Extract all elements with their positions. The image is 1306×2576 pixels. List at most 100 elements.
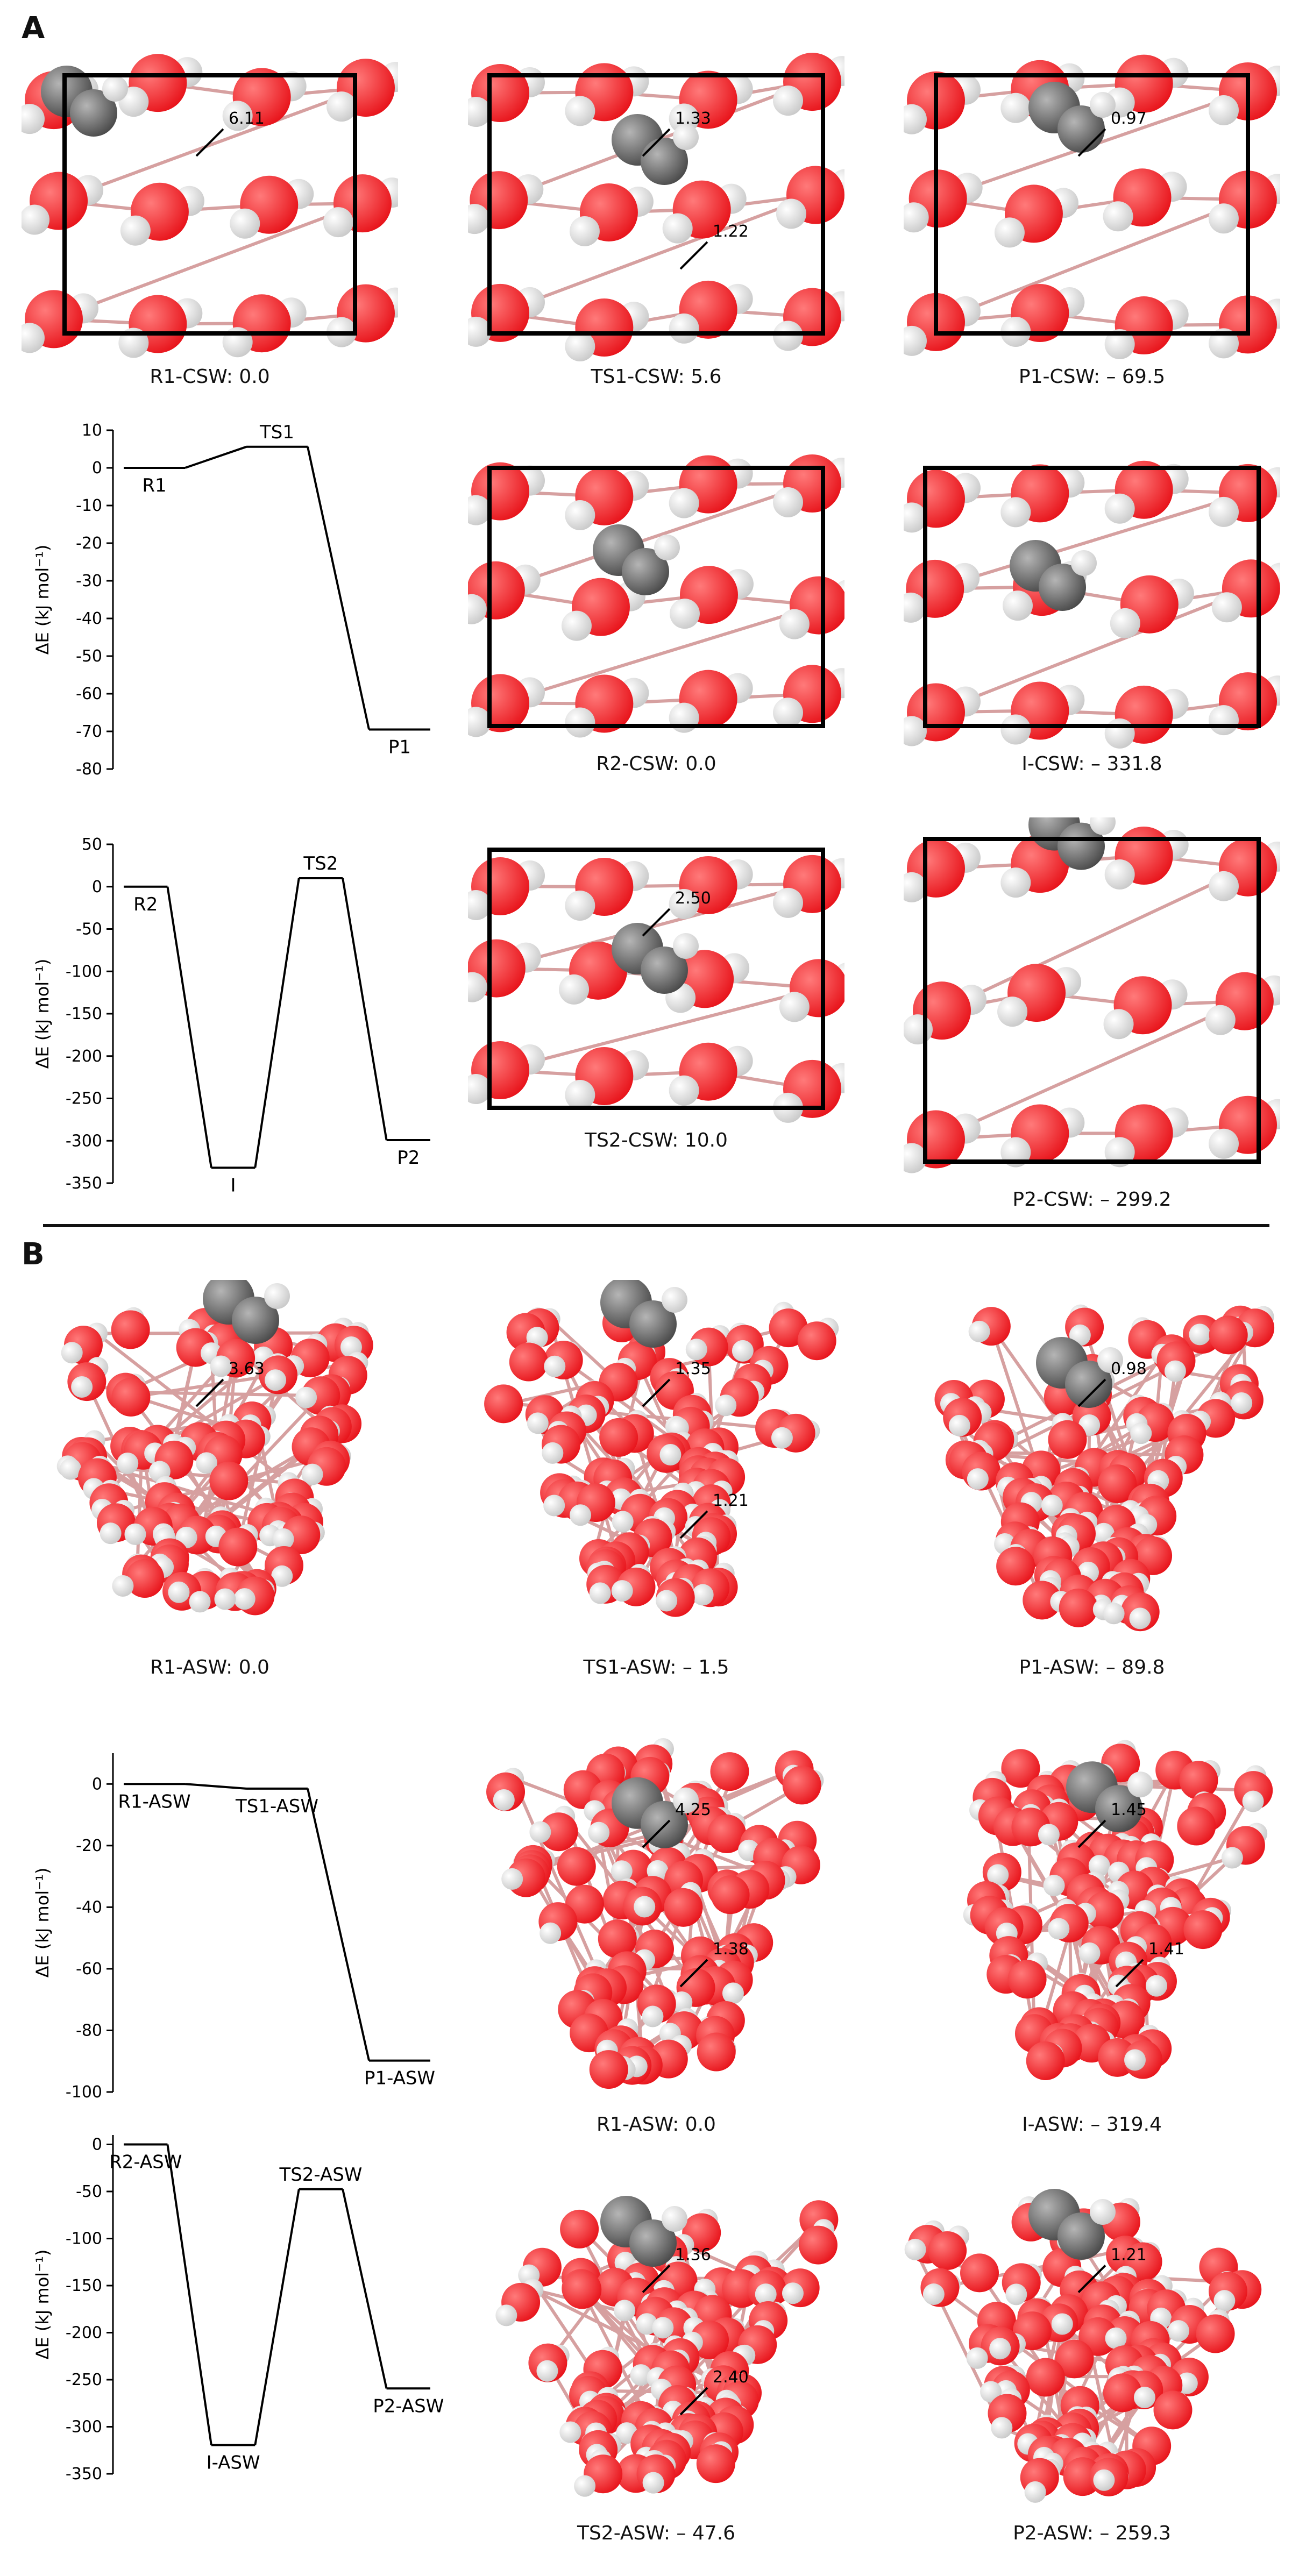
hydrogen-atom <box>1104 859 1135 890</box>
y-tick-label: -300 <box>66 2418 102 2437</box>
hydrogen-atom <box>1105 2327 1127 2349</box>
caption-p2-csw: P2-CSW: – 299.2 <box>1012 1189 1172 1211</box>
state-label: I-ASW <box>207 2452 260 2473</box>
hydrogen-atom <box>991 2417 1013 2439</box>
panel-label-a: A <box>22 11 45 46</box>
caption-i-csw: I-CSW: – 331.8 <box>1021 753 1162 775</box>
hydrogen-atom <box>1211 592 1242 623</box>
hydrogen-atom <box>1043 1875 1065 1897</box>
hydrogen-atom <box>168 1581 190 1603</box>
oxygen-atom <box>1098 1464 1137 1504</box>
state-label: R1-ASW <box>118 1791 190 1812</box>
oxygen-atom <box>509 1342 548 1382</box>
caption-p1-csw: P1-CSW: – 69.5 <box>1018 366 1166 388</box>
mol-i-csw <box>904 441 1280 753</box>
oxygen-atom <box>1059 1588 1098 1627</box>
hydrogen-atom <box>100 1522 122 1545</box>
carbon-atom <box>641 947 688 994</box>
hydrogen-atom <box>561 610 592 641</box>
hydrogen-atom <box>1104 493 1135 524</box>
hydrogen-atom <box>614 2300 636 2322</box>
hydrogen-atom <box>265 1369 287 1391</box>
oxygen-atom <box>996 1547 1035 1586</box>
hydrogen-atom <box>1205 1005 1236 1035</box>
oxygen-atom <box>209 1461 249 1500</box>
hydrogen-atom <box>117 1452 139 1474</box>
oxygen-atom <box>1085 1891 1124 1931</box>
hydrogen-atom <box>468 707 491 737</box>
caption-i-asw: I-ASW: – 319.4 <box>1022 2114 1162 2136</box>
y-axis-label: ΔE (kJ mol⁻¹) <box>32 1868 53 1978</box>
hydrogen-atom <box>782 2282 804 2304</box>
oxygen-atom <box>782 1766 821 1805</box>
carbon-atom <box>629 2219 677 2267</box>
distance-label: 1.36 <box>675 2246 711 2265</box>
hydrogen-atom <box>904 202 929 233</box>
hydrogen-atom <box>540 1922 562 1944</box>
hydrogen-atom <box>1208 203 1239 234</box>
oxygen-atom <box>563 2270 602 2309</box>
hydrogen-atom <box>673 1787 699 1813</box>
oxygen-atom <box>218 1527 258 1567</box>
y-tick-label: -250 <box>66 2371 102 2389</box>
hydrogen-atom <box>529 1821 551 1843</box>
hydrogen-atom <box>272 1528 294 1550</box>
hydrogen-atom <box>669 599 700 629</box>
hydrogen-atom <box>1209 871 1239 901</box>
oxygen-atom <box>1179 1761 1218 1800</box>
y-tick-label: -350 <box>66 2465 102 2484</box>
hydrogen-atom <box>634 1896 656 1918</box>
energy-connector <box>307 446 370 730</box>
hydrogen-atom <box>565 1080 595 1111</box>
caption-ts2-asw: TS2-ASW: – 47.6 <box>577 2522 736 2544</box>
hydrogen-atom <box>230 208 260 239</box>
hydrogen-atom <box>771 1427 793 1449</box>
hydrogen-atom <box>673 124 699 150</box>
y-tick-label: -150 <box>66 2276 102 2295</box>
hydrogen-atom <box>565 331 595 361</box>
hydrogen-atom <box>544 1355 566 1377</box>
hydrogen-atom <box>1103 1603 1125 1625</box>
oxygen-atom <box>711 1875 750 1915</box>
hydrogen-atom <box>989 2338 1011 2360</box>
cell-box <box>62 73 357 336</box>
state-label: P1-ASW <box>364 2068 435 2089</box>
distance-label: 3.63 <box>229 1360 265 1378</box>
energy-diagram-asw-2: 0 -50 -100 -150 -200 -250 -300 -350 ΔE (kJ mol⁻¹… <box>22 2119 452 2519</box>
oxygen-atom <box>1183 1910 1223 1949</box>
hydrogen-atom <box>1209 496 1239 527</box>
distance-label: 1.45 <box>1111 1801 1147 1819</box>
hydrogen-atom <box>611 1580 633 1602</box>
oxygen-atom <box>697 2032 736 2072</box>
oxygen-atom <box>1055 2339 1094 2379</box>
hydrogen-atom <box>1002 590 1033 621</box>
hydrogen-atom <box>1213 2290 1236 2312</box>
hydrogen-atom <box>1209 95 1239 126</box>
oxygen-atom <box>1001 1749 1040 1788</box>
oxygen-atom <box>664 1888 703 1927</box>
hydrogen-atom <box>1103 1009 1134 1040</box>
caption-ts1-asw: TS1-ASW: – 1.5 <box>583 1656 729 1678</box>
oxygen-atom <box>797 1321 836 1361</box>
hydrogen-atom <box>1048 1918 1070 1940</box>
hydrogen-atom <box>1088 1855 1110 1877</box>
hydrogen-atom <box>773 487 803 517</box>
y-tick-label: 10 <box>82 421 102 440</box>
hydrogen-atom <box>732 1340 754 1362</box>
state-label: P2-ASW <box>373 2395 444 2417</box>
hydrogen-atom <box>542 1442 564 1464</box>
oxygen-atom <box>560 2209 599 2248</box>
state-label: R1 <box>142 475 166 496</box>
hydrogen-atom <box>527 1412 549 1434</box>
hydrogen-atom <box>669 702 699 733</box>
oxygen-atom <box>798 2225 837 2265</box>
hydrogen-atom <box>189 1591 211 1613</box>
oxygen-atom <box>1196 2314 1235 2353</box>
hydrogen-atom <box>22 323 45 353</box>
hydrogen-atom <box>987 1864 1009 1886</box>
energy-connector <box>166 2144 212 2445</box>
distance-label: 0.97 <box>1111 109 1147 128</box>
hydrogen-atom <box>1167 2320 1189 2342</box>
mol-i-asw: 1.45 1.41 <box>904 1716 1280 2114</box>
hydrogen-atom <box>1024 2481 1046 2503</box>
